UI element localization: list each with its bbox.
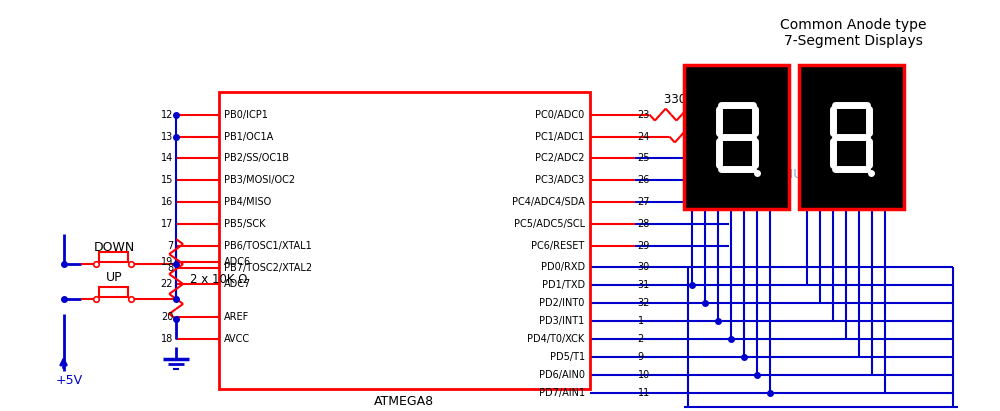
Text: 2 x 10K Ω: 2 x 10K Ω <box>190 272 247 286</box>
Text: 27: 27 <box>638 197 650 207</box>
Text: PB5/SCK: PB5/SCK <box>224 219 265 229</box>
Text: PB6/TOSC1/XTAL1: PB6/TOSC1/XTAL1 <box>224 241 312 251</box>
Text: PD0/RXD: PD0/RXD <box>541 262 585 272</box>
Text: 15: 15 <box>161 175 173 185</box>
Text: PD4/T0/XCK: PD4/T0/XCK <box>527 334 585 344</box>
Text: PC2/ADC2: PC2/ADC2 <box>535 153 585 164</box>
Text: 7: 7 <box>167 241 173 251</box>
Bar <box>799 65 904 209</box>
Text: PB4/MISO: PB4/MISO <box>224 197 271 207</box>
Text: 1: 1 <box>638 316 644 326</box>
Text: PB3/MOSI/OC2: PB3/MOSI/OC2 <box>224 175 295 185</box>
Text: PD5/T1: PD5/T1 <box>550 352 585 362</box>
Text: 24: 24 <box>638 132 650 141</box>
Text: PD3/INT1: PD3/INT1 <box>539 316 585 326</box>
Text: 16: 16 <box>161 197 173 207</box>
Text: 31: 31 <box>638 280 650 290</box>
Text: +5V: +5V <box>56 374 83 387</box>
Text: 32: 32 <box>638 298 650 308</box>
Text: PC4/ADC4/SDA: PC4/ADC4/SDA <box>512 197 585 207</box>
Text: PB2/SS/OC1B: PB2/SS/OC1B <box>224 153 289 164</box>
Text: 13: 13 <box>161 132 173 141</box>
Text: 30: 30 <box>638 262 650 272</box>
Text: PB7/TOSC2/XTAL2: PB7/TOSC2/XTAL2 <box>224 263 312 273</box>
Text: 11: 11 <box>638 388 650 397</box>
Text: PC5/ADC5/SCL: PC5/ADC5/SCL <box>514 219 585 229</box>
Text: PD7/AIN1: PD7/AIN1 <box>539 388 585 397</box>
Text: 20: 20 <box>161 312 173 322</box>
Bar <box>99 287 128 297</box>
Text: PC0/ADC0: PC0/ADC0 <box>535 110 585 120</box>
Text: 14: 14 <box>161 153 173 164</box>
Text: 330 Ω: 330 Ω <box>689 136 724 149</box>
Text: 8: 8 <box>167 263 173 273</box>
Text: AVCC: AVCC <box>224 334 250 344</box>
Text: AREF: AREF <box>224 312 249 322</box>
Text: Common Anode type
7-Segment Displays: Common Anode type 7-Segment Displays <box>780 18 927 48</box>
Text: 10: 10 <box>638 369 650 380</box>
Text: 28: 28 <box>638 219 650 229</box>
Text: 330 Ω: 330 Ω <box>664 93 699 106</box>
Text: 26: 26 <box>638 175 650 185</box>
Text: PC1/ADC1: PC1/ADC1 <box>535 132 585 141</box>
Text: 19: 19 <box>161 257 173 267</box>
Text: 22: 22 <box>161 279 173 289</box>
Text: 9: 9 <box>638 352 644 362</box>
Bar <box>684 65 789 209</box>
Text: PD6/AIN0: PD6/AIN0 <box>539 369 585 380</box>
Text: 25: 25 <box>638 153 650 164</box>
Text: 23: 23 <box>638 110 650 120</box>
Text: UP: UP <box>106 270 123 284</box>
Text: 2: 2 <box>638 334 644 344</box>
Text: 18: 18 <box>161 334 173 344</box>
Text: DOWN: DOWN <box>94 240 135 254</box>
Text: ADC6: ADC6 <box>224 257 251 267</box>
Text: PD2/INT0: PD2/INT0 <box>539 298 585 308</box>
Text: PB1/OC1A: PB1/OC1A <box>224 132 273 141</box>
Bar <box>219 92 590 389</box>
Text: 29: 29 <box>638 241 650 251</box>
Text: PC3/ADC3: PC3/ADC3 <box>535 175 585 185</box>
Text: ATMEGA8: ATMEGA8 <box>374 395 434 408</box>
Text: ELECTRONICS  HUB: ELECTRONICS HUB <box>683 168 812 181</box>
Text: 12: 12 <box>161 110 173 120</box>
Text: PD1/TXD: PD1/TXD <box>542 280 585 290</box>
Text: PB0/ICP1: PB0/ICP1 <box>224 110 268 120</box>
Text: PC6/RESET: PC6/RESET <box>531 241 585 251</box>
Bar <box>99 252 128 262</box>
Text: ADC7: ADC7 <box>224 279 251 289</box>
Text: 17: 17 <box>161 219 173 229</box>
